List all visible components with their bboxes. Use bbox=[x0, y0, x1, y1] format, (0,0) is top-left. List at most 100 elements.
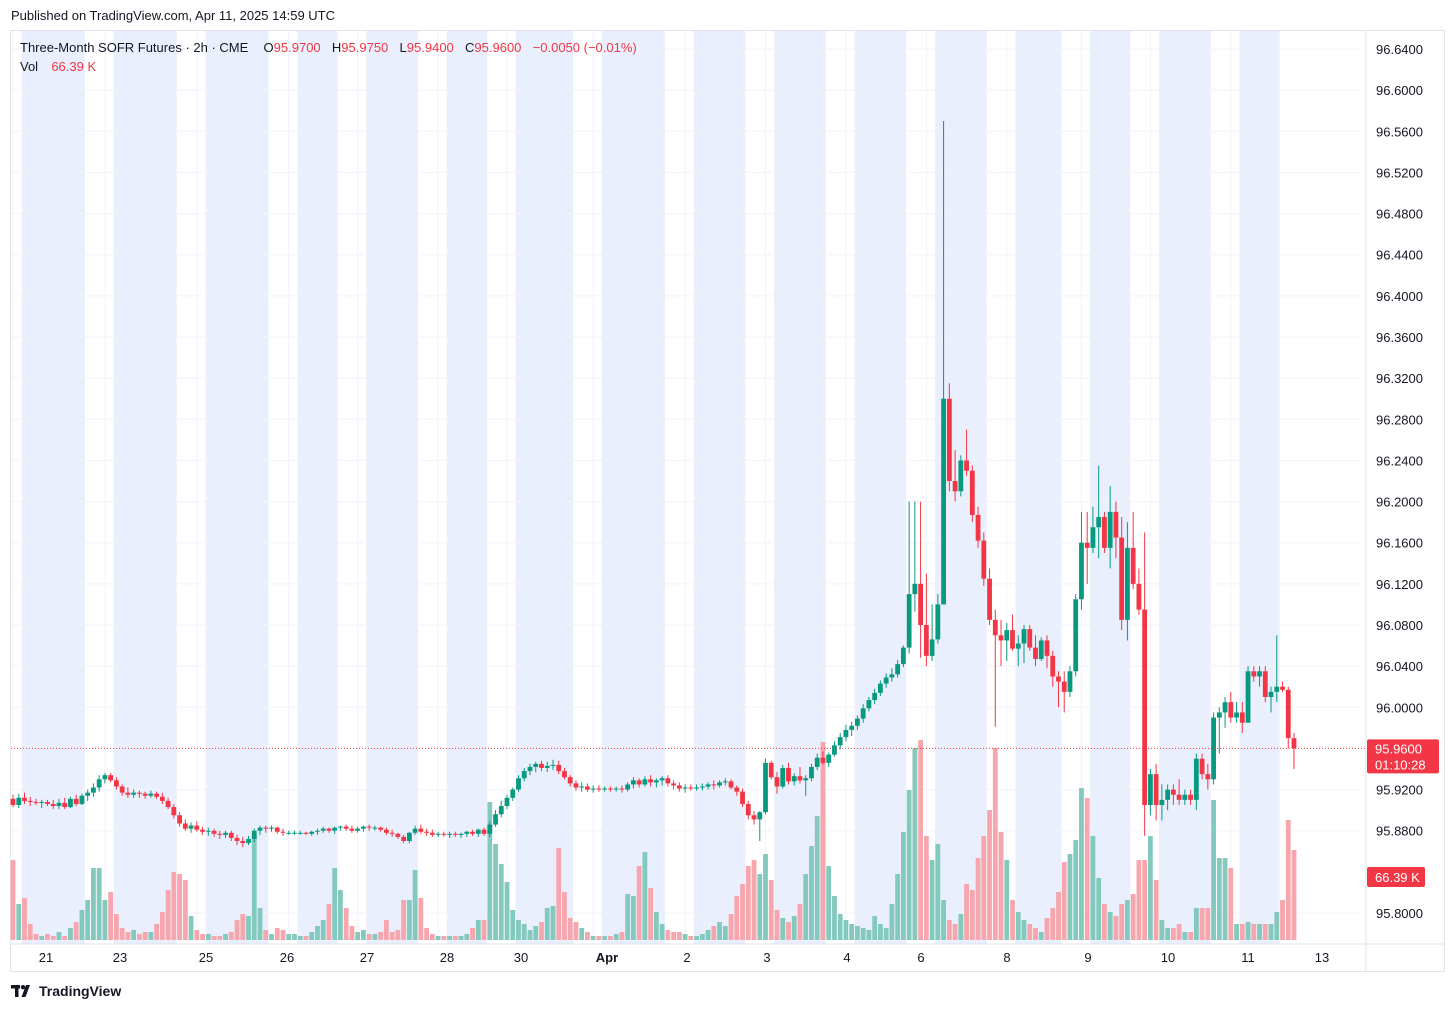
volume-bar bbox=[625, 894, 631, 940]
volume-legend-row: Vol 66.39 K bbox=[20, 57, 637, 76]
candle-body bbox=[435, 833, 441, 835]
price-tick-label: 96.4800 bbox=[1376, 207, 1423, 222]
volume-bar bbox=[136, 934, 142, 940]
volume-bar bbox=[929, 860, 935, 940]
volume-bar bbox=[504, 882, 510, 940]
volume-bar bbox=[470, 928, 475, 940]
price-tick-label: 96.2000 bbox=[1376, 495, 1423, 510]
volume-bar bbox=[223, 934, 228, 940]
volume-bar bbox=[671, 932, 677, 940]
session-band bbox=[446, 31, 487, 944]
candle-body bbox=[165, 800, 171, 808]
volume-bar bbox=[550, 906, 556, 940]
candle-body bbox=[73, 798, 79, 804]
candle-body bbox=[39, 801, 45, 803]
footer-brand[interactable]: TradingView bbox=[11, 983, 121, 999]
volume-bar bbox=[923, 836, 929, 940]
volume-bar bbox=[1291, 850, 1297, 940]
volume-bar bbox=[533, 926, 539, 940]
volume-bar bbox=[630, 896, 636, 940]
candle-body bbox=[1015, 643, 1021, 649]
volume-bar bbox=[843, 920, 849, 940]
volume-bar bbox=[50, 936, 56, 940]
volume-bar bbox=[527, 930, 533, 940]
candle-body bbox=[602, 788, 608, 790]
candle-body bbox=[1257, 671, 1262, 677]
volume-bar bbox=[297, 936, 303, 940]
session-bands bbox=[21, 31, 1280, 944]
candle-body bbox=[998, 635, 1004, 641]
volume-bar bbox=[1073, 840, 1079, 940]
volume-bar bbox=[602, 936, 608, 940]
candle-body bbox=[211, 830, 217, 834]
candle-body bbox=[16, 797, 22, 805]
volume-bar bbox=[177, 874, 182, 940]
volume-bar bbox=[751, 860, 757, 940]
volume-bar bbox=[1262, 924, 1268, 940]
candle-body bbox=[510, 789, 516, 798]
candle-body bbox=[320, 828, 326, 831]
volume-bar bbox=[1033, 928, 1038, 940]
volume-bar bbox=[33, 934, 39, 940]
volume-bar bbox=[1010, 900, 1015, 940]
session-band bbox=[1159, 31, 1211, 944]
candle-body bbox=[774, 777, 780, 787]
candle-body bbox=[142, 793, 148, 796]
candle-body bbox=[125, 792, 131, 795]
candle-body bbox=[1084, 542, 1090, 548]
candle-body bbox=[194, 825, 200, 830]
volume-bar bbox=[113, 914, 119, 940]
volume-bar bbox=[837, 914, 843, 940]
price-tick-label: 96.6000 bbox=[1376, 83, 1423, 98]
volume-bar bbox=[39, 936, 45, 940]
volume-bar bbox=[849, 924, 855, 940]
candle-body bbox=[85, 792, 91, 796]
volume-bar bbox=[269, 934, 274, 940]
volume-bar bbox=[705, 930, 711, 940]
candle-body bbox=[1096, 517, 1102, 528]
volume-bars bbox=[10, 740, 1297, 940]
candle-body bbox=[1291, 738, 1297, 749]
volume-bar bbox=[1061, 862, 1067, 940]
time-axis-label: 2 bbox=[683, 950, 690, 965]
candle-body bbox=[987, 578, 992, 620]
time-axis-label: 10 bbox=[1161, 950, 1175, 965]
candle-body bbox=[113, 780, 119, 787]
volume-bar bbox=[1096, 878, 1102, 940]
volume-bar bbox=[292, 934, 297, 940]
volume-bar bbox=[246, 916, 251, 940]
volume-bar bbox=[441, 936, 447, 940]
volume-bar bbox=[556, 848, 562, 940]
price-tick-label: 96.2800 bbox=[1376, 412, 1423, 427]
volume-bar bbox=[958, 914, 964, 940]
volume-bar bbox=[102, 900, 108, 940]
volume-bar bbox=[1205, 908, 1211, 940]
candle-body bbox=[642, 779, 648, 785]
time-axis-label: 6 bbox=[917, 950, 924, 965]
volume-bar bbox=[734, 896, 740, 940]
candle-body bbox=[1205, 774, 1211, 780]
volume-bar bbox=[975, 858, 981, 940]
volume-bar bbox=[987, 810, 992, 940]
candle-body bbox=[676, 785, 682, 789]
volume-bar bbox=[159, 912, 165, 940]
volume-bar bbox=[585, 932, 590, 940]
candle-body bbox=[1159, 799, 1165, 805]
volume-label[interactable]: Vol bbox=[20, 59, 39, 74]
volume-bar bbox=[73, 922, 79, 940]
volume-bar bbox=[182, 880, 188, 940]
volume-bar bbox=[579, 928, 585, 940]
volume-bar bbox=[935, 844, 941, 940]
volume-bar bbox=[981, 836, 987, 940]
symbol-title[interactable]: Three-Month SOFR Futures · 2h · CME bbox=[20, 40, 249, 55]
time-axis-label: 28 bbox=[440, 950, 454, 965]
candle-body bbox=[1027, 629, 1033, 648]
session-band bbox=[1015, 31, 1062, 944]
volume-bar bbox=[45, 934, 50, 940]
volume-bar bbox=[1216, 858, 1222, 940]
candle-body bbox=[895, 664, 901, 675]
volume-bar bbox=[412, 870, 418, 940]
volume-bar bbox=[866, 930, 872, 940]
candle-body bbox=[504, 797, 510, 807]
